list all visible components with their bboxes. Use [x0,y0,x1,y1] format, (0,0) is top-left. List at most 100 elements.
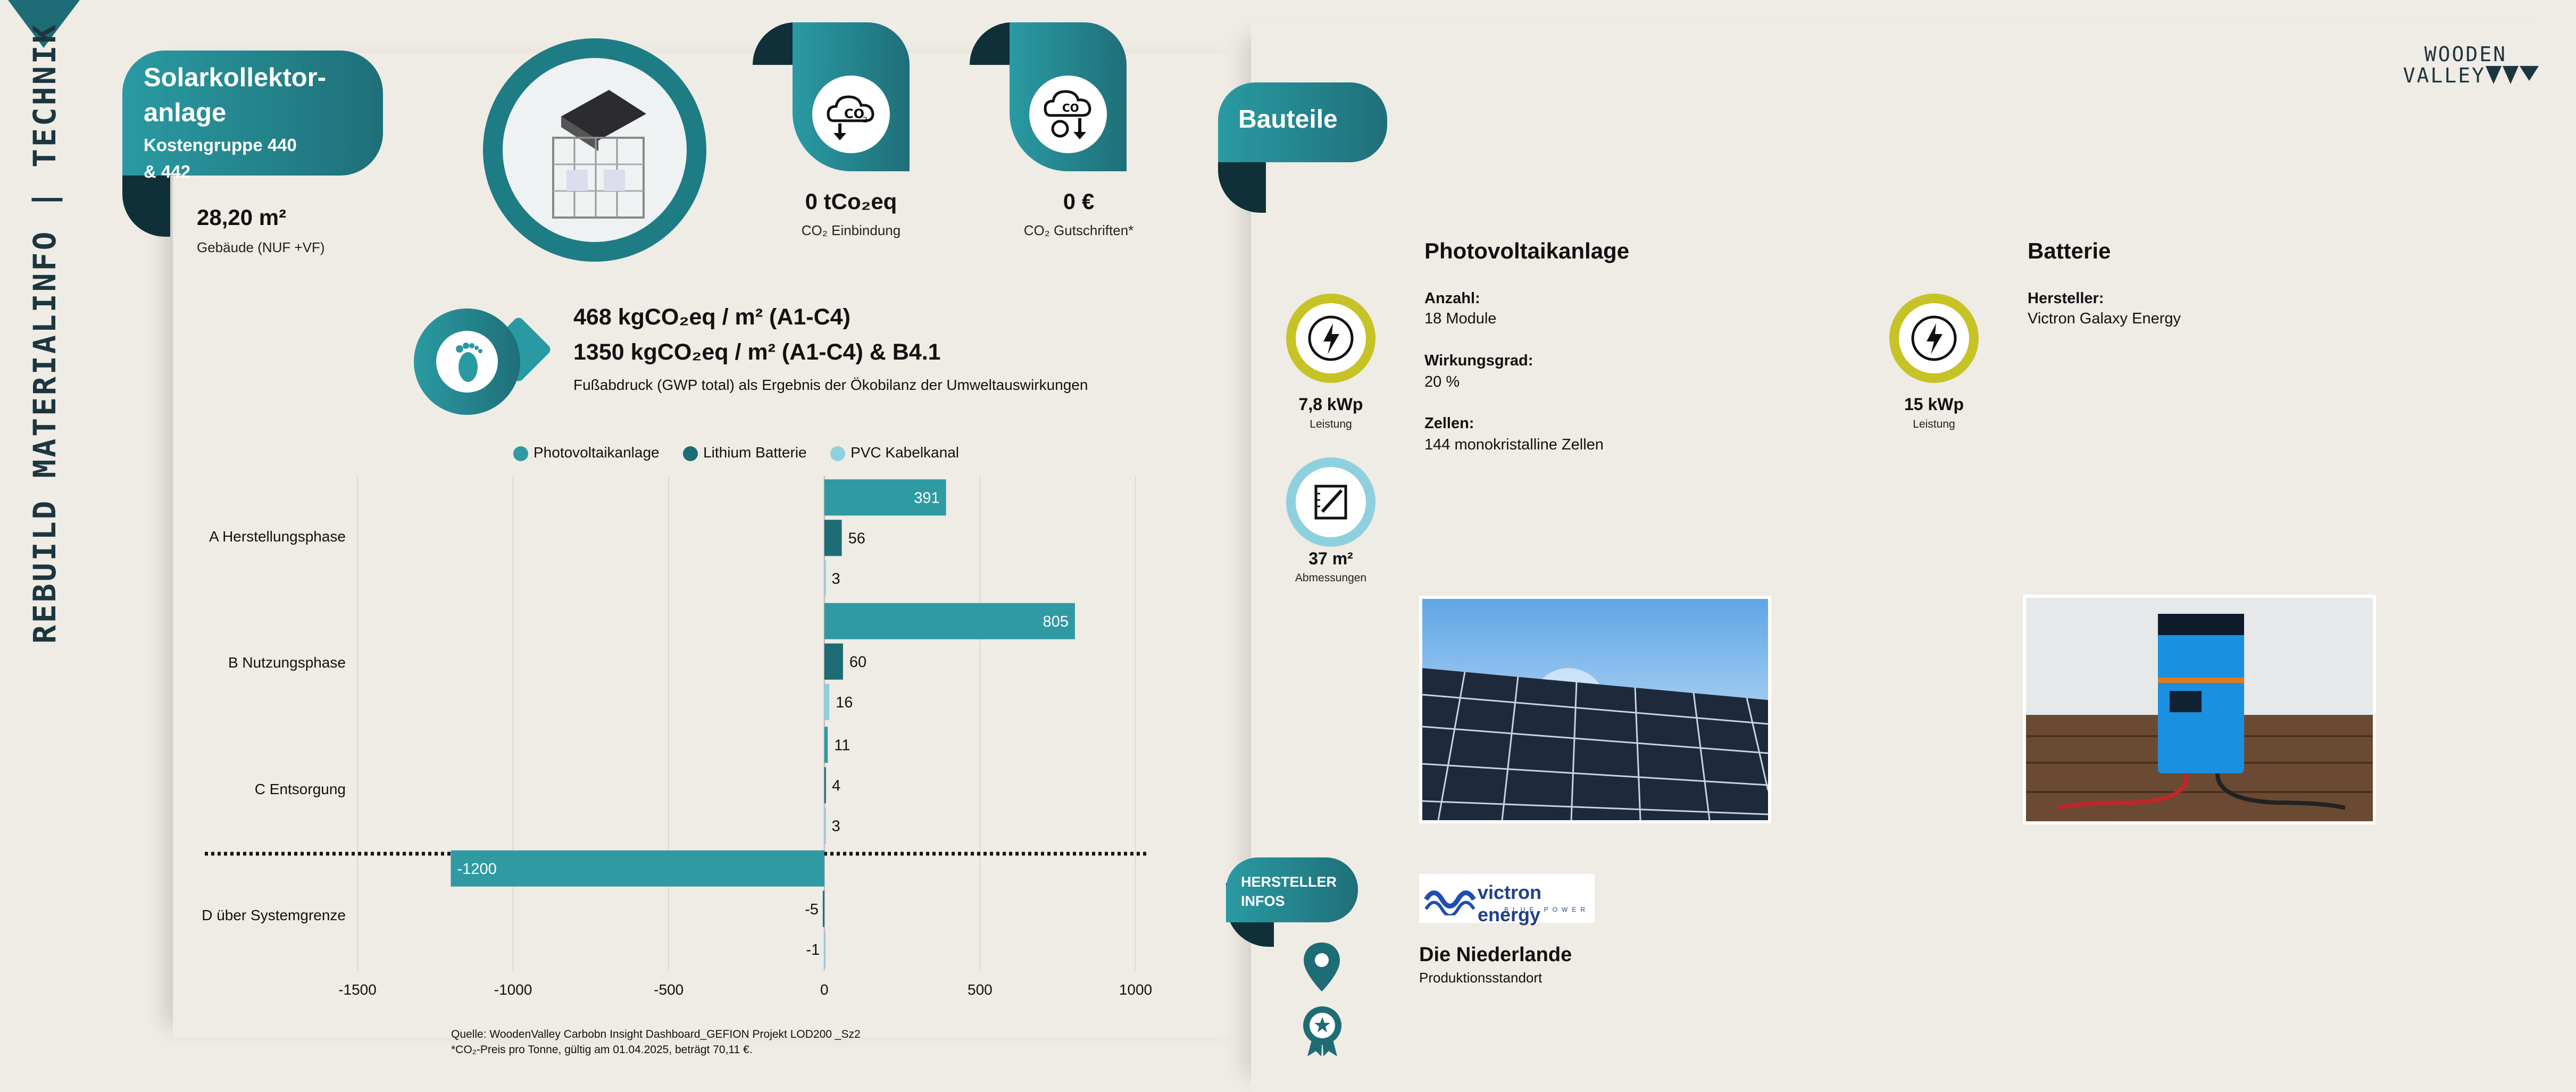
legend-item-pv: Photovoltaikanlage [513,444,660,461]
cost-group-line2: & 442 [144,162,191,181]
data-label-a-pv: 391 [914,489,939,506]
legend-item-battery: Lithium Batterie [683,444,807,461]
pv-heading: Photovoltaikanlage [1424,238,1630,263]
lightning-icon [1296,303,1366,373]
area-value: 28,20 m² [197,205,287,230]
bar-b-battery [824,643,843,680]
data-label-d-battery: -5 [805,901,819,918]
data-label-a-battery: 56 [848,530,865,547]
category-label-c: C Entsorgung [254,781,346,797]
victron-wave-icon [1424,890,1476,915]
victron-logo: victron energy BLUE POWER [1419,874,1595,926]
logo-line1: WOODEN [2424,43,2507,66]
manufacturer-tab-line2: INFOS [1241,893,1285,909]
pv-anzahl-label: Anzahl: [1424,290,1480,307]
svg-text:CO: CO [1062,102,1079,114]
bar-c-pvc [824,807,826,844]
legend-item-pvc: PVC Kabelkanal [830,444,959,461]
manufacturer-tab-line1: HERSTELLER [1241,874,1337,890]
manufacturer-tab: HERSTELLER INFOS [1226,857,1358,922]
component-title-line1: Solarkollektor- [144,63,327,92]
footprint-icon [436,331,498,393]
bar-a-pv [824,479,946,516]
data-label-c-pvc: 3 [832,818,840,835]
pv-power-label: Leistung [1310,418,1352,430]
battery-image [2023,595,2376,824]
bar-c-pv [824,727,828,763]
co2-binding-value: 0 tCo₂eq [805,189,897,214]
bauteile-tab: Bauteile [1218,82,1387,162]
bar-d-pvc [824,931,826,968]
x-tick-label: -1000 [494,981,532,998]
co2-cloud-down-icon: CO 2 [812,76,890,153]
battery-hersteller-value: Victron Galaxy Energy [2028,310,2181,327]
pv-wirkung-value: 20 % [1424,373,1460,390]
legend-label-pv: Photovoltaikanlage [533,444,660,461]
wooden-valley-logo: WOODEN VALLEY [2385,43,2544,90]
bar-b-pvc [824,683,830,720]
victron-brand: victron energy [1478,881,1542,926]
x-tick-label: -1500 [338,981,377,998]
legend-dot-battery [683,446,698,461]
svg-text:CO: CO [844,106,864,121]
pv-dimension-value: 37 m² [1308,549,1353,568]
bar-c-battery [824,767,826,804]
legend-label-battery: Lithium Batterie [703,444,807,461]
victron-brand-sub: BLUE POWER [1504,906,1590,913]
building-image [503,58,687,242]
source-line1: Quelle: WoodenValley Carbobn Insight Das… [451,1028,861,1040]
component-title-line2: anlage [144,98,227,127]
co2-credit-label: CO₂ Gutschriften* [1023,222,1134,238]
pv-dimension-label: Abmessungen [1295,572,1367,584]
bar-d-battery [822,890,824,927]
cost-group-line1: Kostengruppe 440 [144,135,297,155]
category-label-d: D über Systemgrenze [202,907,346,923]
battery-hersteller-label: Hersteller: [2028,290,2104,307]
bar-a-pvc [824,560,826,597]
x-tick-label: 0 [820,981,829,998]
x-tick-label: 500 [968,981,993,998]
data-label-c-pv: 11 [834,737,850,754]
data-label-d-pvc: -1 [806,941,820,958]
battery-power-label: Leistung [1913,418,1955,430]
x-tick-label: 1000 [1119,981,1152,998]
component-title-tab: Solarkollektor- anlage Kostengruppe 440 … [122,51,383,181]
data-label-c-battery: 4 [832,777,840,794]
battery-power-value: 15 kWp [1904,395,1964,414]
award-badge-icon [1303,1006,1341,1056]
legend-label-pvc: PVC Kabelkanal [851,444,959,461]
data-label-b-pv: 805 [1043,613,1068,630]
pv-zellen-value: 144 monokristalline Zellen [1424,436,1604,453]
data-label-b-battery: 60 [849,654,866,671]
production-country-label: Produktionsstandort [1419,970,1543,986]
lifecycle-bar-chart: -1500 -1000 -500 0 500 1000 391 56 3 805 60 16 11 4 3 -… [205,476,1152,998]
category-label-b: B Nutzungsphase [228,654,346,671]
right-panel [1251,21,2576,1092]
data-label-d-pv: -1200 [457,861,497,878]
svg-text:2: 2 [863,116,868,124]
bar-a-battery [824,520,842,556]
data-label-a-pvc: 3 [832,570,840,587]
production-country: Die Niederlande [1419,944,1572,966]
area-label: Gebäude (NUF +VF) [197,239,325,255]
pv-anzahl-value: 18 Module [1424,310,1497,327]
footprint-line1: 468 kgCO₂eq / m² (A1-C4) [573,304,851,330]
source-line2: *CO₂-Preis pro Tonne, gültig am 01.04.20… [451,1044,753,1056]
logo-line2: VALLEY [2403,64,2486,87]
footprint-caption: Fußabdruck (GWP total) als Ergebnis der … [573,377,1088,393]
legend-dot-pv [513,446,528,461]
solar-panel-image [1419,596,1771,823]
pv-wirkung-label: Wirkungsgrad: [1424,352,1533,369]
category-label-a: A Herstellungsphase [209,528,346,545]
bar-d-pv [451,850,824,887]
data-label-b-pvc: 16 [836,694,853,711]
corner-triangle-icon [8,0,80,48]
ruler-pencil-icon [1296,467,1366,537]
x-tick-label: -500 [654,981,683,998]
footprint-line2: 1350 kgCO₂eq / m² (A1-C4) & B4.1 [573,339,941,365]
co2-binding-label: CO₂ Einbindung [801,222,901,238]
battery-heading: Batterie [2028,238,2111,263]
logo-mark-icon [2486,66,2539,84]
pv-zellen-label: Zellen: [1424,415,1474,432]
chart-legend: Photovoltaikanlage Lithium Batterie PVC … [513,444,980,461]
